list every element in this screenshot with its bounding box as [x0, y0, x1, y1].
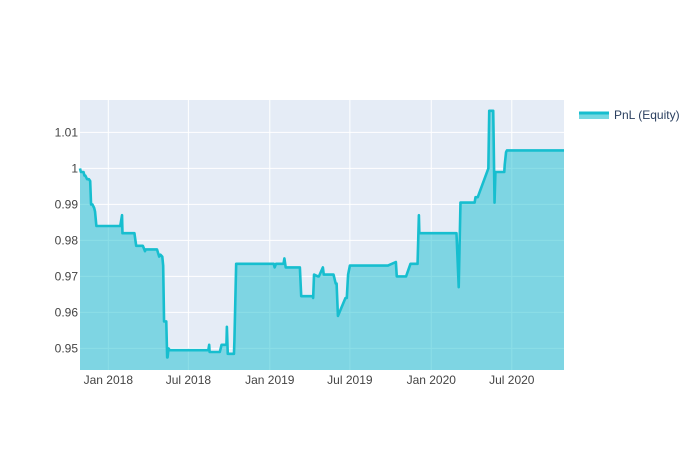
y-tick-label: 1: [71, 161, 78, 175]
x-tick-label: Jan 2018: [84, 373, 134, 387]
legend-swatch-fill: [579, 113, 609, 119]
equity-line: [78, 109, 564, 359]
equity-area-fill: [80, 110, 564, 371]
x-tick-label: Jan 2020: [407, 373, 457, 387]
legend-label: PnL (Equity): [614, 108, 680, 122]
x-tick-label: Jan 2019: [245, 373, 295, 387]
legend[interactable]: PnL (Equity): [579, 108, 680, 122]
y-tick-label: 0.99: [55, 197, 79, 211]
y-tick-label: 0.98: [55, 233, 79, 247]
x-tick-label: Jul 2018: [166, 373, 212, 387]
y-tick-label: 0.95: [55, 341, 79, 355]
x-tick-label: Jul 2019: [327, 373, 373, 387]
x-axis-ticks: Jan 2018 Jul 2018 Jan 2019 Jul 2019 Jan 2020…: [84, 373, 535, 387]
series-layer: [78, 109, 564, 371]
x-tick-label: Jul 2020: [489, 373, 535, 387]
y-tick-label: 0.97: [55, 269, 79, 283]
y-tick-label: 1.01: [55, 125, 79, 139]
y-axis-ticks: 0.95 0.96 0.97 0.98 0.99 1 1.01: [55, 125, 79, 355]
y-tick-label: 0.96: [55, 305, 79, 319]
